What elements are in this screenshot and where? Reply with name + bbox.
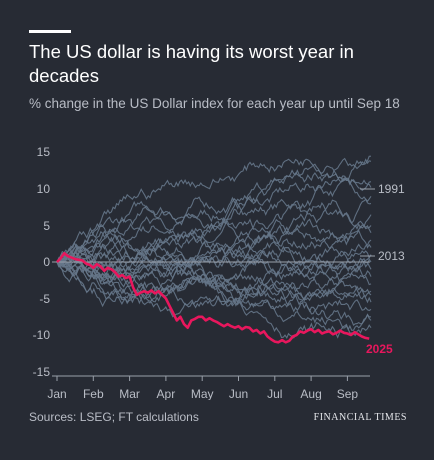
y-tick-label: -10 [33,328,51,342]
historical-year-line [56,158,372,264]
x-tick-label: Jun [229,387,248,400]
x-tick-label: Jan [47,387,66,400]
source-note: Sources: LSEG; FT calculations [29,410,199,424]
x-tick-label: Jul [267,387,282,400]
series-2025 [56,251,370,344]
label-2025: 2025 [366,342,393,356]
line-chart: 15 10 5 0 -5 -10 -15 1991 2013 2025 Jan F… [33,145,405,400]
y-tick-label: 15 [37,145,51,159]
label-2013: 2013 [378,249,405,263]
historical-year-line [56,157,372,268]
x-tick-label: Mar [119,387,140,400]
y-tick-label: 0 [43,255,50,269]
x-axis: Jan Feb Mar Apr May Jun Jul Aug Sep [47,375,370,400]
historical-year-line [56,201,372,267]
historical-year-line [56,242,372,300]
y-tick-label: -5 [39,292,50,306]
title-accent-bar [29,30,71,33]
x-tick-label: Feb [83,387,104,400]
historical-year-line [56,253,372,306]
historical-year-line [56,257,372,318]
x-tick-label: Sep [337,387,359,400]
historical-year-line [56,218,372,284]
y-tick-label: -15 [33,365,51,379]
x-tick-label: May [191,387,214,400]
line-2025 [56,251,370,344]
x-tick-label: Aug [300,387,321,400]
historical-year-line [56,259,372,339]
historical-year-line [56,260,372,326]
historical-year-line [56,246,372,309]
y-tick-label: 5 [43,219,50,233]
historical-year-line [56,259,372,315]
historical-year-line [56,257,372,331]
chart-title: The US dollar is having its worst year i… [29,41,354,86]
historical-series [56,155,372,339]
y-tick-label: 10 [37,182,51,196]
historical-year-line [56,177,372,263]
historical-year-line [56,224,372,270]
label-1991: 1991 [378,182,405,196]
end-labels: 1991 2013 2025 [360,182,405,356]
x-tick-label: Apr [157,387,176,400]
chart-subtitle: % change in the US Dollar index for each… [29,96,400,111]
historical-year-line [56,198,372,263]
historical-year-line [56,155,372,268]
publisher-logo: FINANCIAL TIMES [313,412,407,423]
y-axis: 15 10 5 0 -5 -10 -15 [33,145,51,379]
